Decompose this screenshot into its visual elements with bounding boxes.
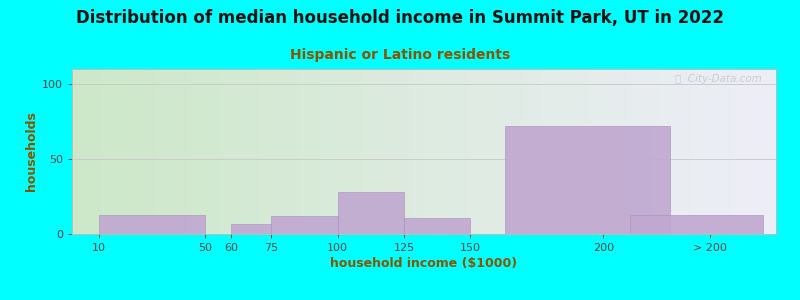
Text: Hispanic or Latino residents: Hispanic or Latino residents	[290, 48, 510, 62]
Bar	[338, 192, 404, 234]
X-axis label: household income ($1000): household income ($1000)	[330, 257, 518, 270]
Bar	[505, 126, 670, 234]
Text: ⓘ  City-Data.com: ⓘ City-Data.com	[675, 74, 762, 84]
Bar	[630, 214, 762, 234]
Y-axis label: households: households	[25, 112, 38, 191]
Bar	[404, 218, 470, 234]
Bar	[271, 216, 338, 234]
Bar	[231, 224, 271, 234]
Text: Distribution of median household income in Summit Park, UT in 2022: Distribution of median household income …	[76, 9, 724, 27]
Bar	[98, 214, 205, 234]
